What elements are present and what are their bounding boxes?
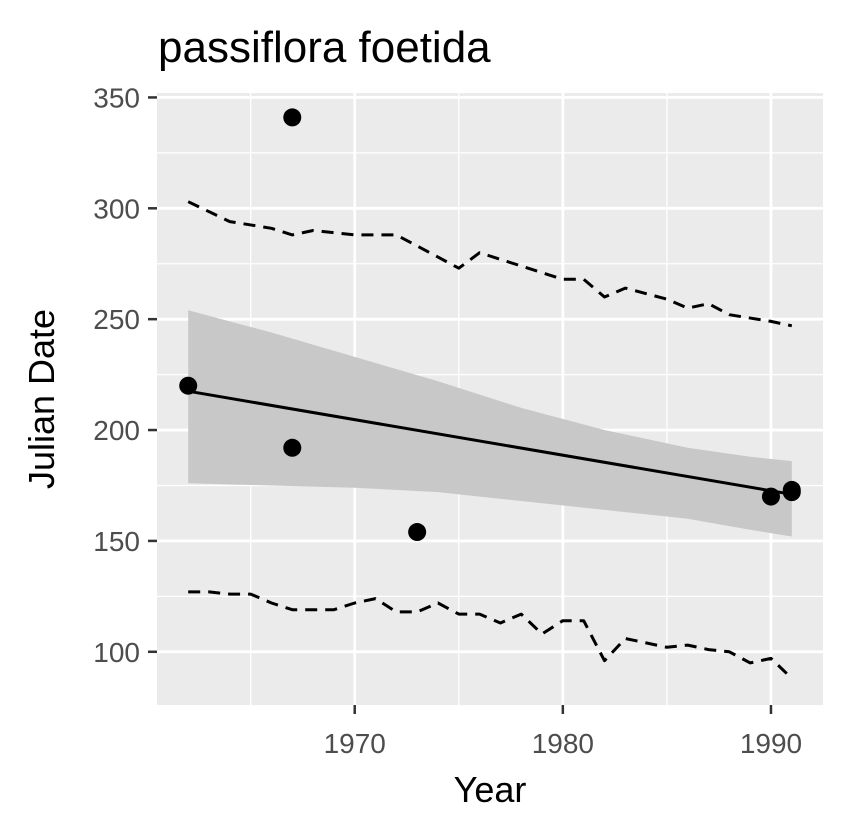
y-tick-label: 250 <box>93 304 140 335</box>
data-point <box>782 480 801 499</box>
data-point <box>283 438 302 457</box>
x-tick-label: 1990 <box>740 728 802 759</box>
y-tick-label: 200 <box>93 415 140 446</box>
data-point <box>408 523 427 542</box>
chart-title: passiflora foetida <box>158 23 491 72</box>
lines-layer <box>187 200 793 680</box>
lower-dashed-line <box>188 590 793 680</box>
y-tick-label: 100 <box>93 637 140 668</box>
x-axis: 1970 1980 1990 <box>324 705 802 759</box>
upper-dashed-line <box>187 200 793 328</box>
confidence-band-layer <box>188 310 792 537</box>
y-tick-label: 150 <box>93 526 140 557</box>
y-tick-label: 300 <box>93 193 140 224</box>
confidence-band <box>188 310 792 537</box>
y-tick-label: 350 <box>93 82 140 113</box>
x-axis-title: Year <box>454 769 527 810</box>
points-layer <box>179 108 801 542</box>
y-axis-title: Julian Date <box>21 309 62 489</box>
y-axis: 100 150 200 250 300 350 <box>93 82 157 668</box>
trend-line <box>187 389 793 496</box>
x-tick-label: 1980 <box>532 728 594 759</box>
data-point <box>761 487 780 506</box>
data-point <box>283 108 302 127</box>
data-point <box>179 376 198 395</box>
x-tick-label: 1970 <box>324 728 386 759</box>
